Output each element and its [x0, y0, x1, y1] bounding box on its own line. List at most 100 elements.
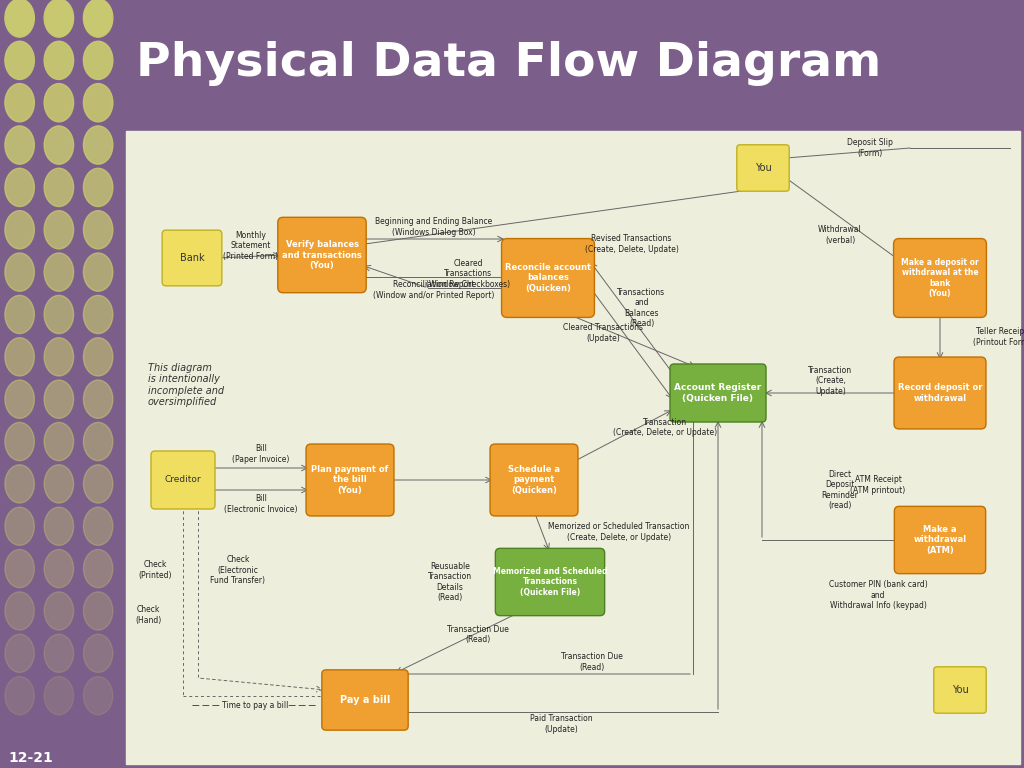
Ellipse shape — [83, 168, 113, 207]
Ellipse shape — [5, 422, 35, 461]
Bar — [0, 0, 118, 768]
Ellipse shape — [5, 465, 35, 503]
FancyBboxPatch shape — [162, 230, 222, 286]
Ellipse shape — [83, 84, 113, 122]
FancyBboxPatch shape — [894, 506, 986, 574]
Bar — [118, 0, 1024, 127]
Ellipse shape — [44, 422, 74, 461]
Ellipse shape — [83, 41, 113, 80]
Ellipse shape — [44, 210, 74, 249]
Bar — [126, 131, 1020, 764]
FancyBboxPatch shape — [151, 451, 215, 509]
Ellipse shape — [83, 380, 113, 419]
Ellipse shape — [44, 296, 74, 333]
Text: Cleared
Transactions
(Window Checkboxes): Cleared Transactions (Window Checkboxes) — [426, 259, 510, 289]
Ellipse shape — [44, 549, 74, 588]
Ellipse shape — [83, 507, 113, 545]
Ellipse shape — [44, 507, 74, 545]
FancyBboxPatch shape — [322, 670, 409, 730]
Ellipse shape — [83, 0, 113, 37]
Text: Bill
(Electronic Invoice): Bill (Electronic Invoice) — [224, 495, 298, 514]
Ellipse shape — [83, 465, 113, 503]
Ellipse shape — [44, 677, 74, 715]
Ellipse shape — [44, 465, 74, 503]
Ellipse shape — [83, 592, 113, 630]
FancyBboxPatch shape — [894, 239, 986, 317]
Ellipse shape — [44, 0, 74, 37]
Text: This diagram
is intentionally
incomplete and
oversimplified: This diagram is intentionally incomplete… — [148, 362, 224, 407]
Text: Account Register
(Quicken File): Account Register (Quicken File) — [675, 383, 762, 402]
Text: Teller Receipt
(Printout Form): Teller Receipt (Printout Form) — [973, 327, 1024, 346]
Text: Reconcile account
balances
(Quicken): Reconcile account balances (Quicken) — [505, 263, 591, 293]
Ellipse shape — [5, 84, 35, 122]
Ellipse shape — [5, 126, 35, 164]
Text: Paid Transaction
(Update): Paid Transaction (Update) — [529, 714, 592, 733]
Ellipse shape — [44, 338, 74, 376]
Ellipse shape — [44, 380, 74, 419]
Text: Memorized or Scheduled Transaction
(Create, Delete, or Update): Memorized or Scheduled Transaction (Crea… — [548, 522, 690, 541]
Ellipse shape — [83, 677, 113, 715]
Text: Bank: Bank — [179, 253, 205, 263]
Ellipse shape — [83, 296, 113, 333]
Text: Check
(Hand): Check (Hand) — [135, 605, 161, 624]
Text: Reconciliation Report
(Window and/or Printed Report): Reconciliation Report (Window and/or Pri… — [374, 280, 495, 300]
Text: Record deposit or
withdrawal: Record deposit or withdrawal — [898, 383, 982, 402]
Text: Check
(Printed): Check (Printed) — [138, 561, 172, 580]
FancyBboxPatch shape — [490, 444, 578, 516]
FancyBboxPatch shape — [278, 217, 367, 293]
Text: Schedule a
payment
(Quicken): Schedule a payment (Quicken) — [508, 465, 560, 495]
Text: Make a deposit or
withdrawal at the
bank
(You): Make a deposit or withdrawal at the bank… — [901, 258, 979, 297]
Ellipse shape — [44, 84, 74, 122]
Text: Make a
withdrawal
(ATM): Make a withdrawal (ATM) — [913, 525, 967, 554]
FancyBboxPatch shape — [670, 364, 766, 422]
Text: Direct
Deposit
Reminder
(read): Direct Deposit Reminder (read) — [821, 470, 858, 510]
Text: Verify balances
and transactions
(You): Verify balances and transactions (You) — [283, 240, 361, 270]
Text: Monthly
Statement
(Printed Form): Monthly Statement (Printed Form) — [223, 231, 279, 261]
Text: You: You — [951, 685, 969, 695]
Text: Memorized and Scheduled
Transactions
(Quicken File): Memorized and Scheduled Transactions (Qu… — [493, 568, 607, 597]
FancyBboxPatch shape — [496, 548, 604, 616]
Ellipse shape — [5, 507, 35, 545]
FancyBboxPatch shape — [934, 667, 986, 713]
Text: Transaction
(Create, Delete, or Update): Transaction (Create, Delete, or Update) — [613, 418, 718, 437]
Ellipse shape — [44, 253, 74, 291]
Ellipse shape — [5, 338, 35, 376]
Ellipse shape — [5, 41, 35, 80]
Ellipse shape — [5, 210, 35, 249]
FancyBboxPatch shape — [737, 145, 790, 191]
Ellipse shape — [83, 634, 113, 673]
Ellipse shape — [83, 338, 113, 376]
Ellipse shape — [44, 634, 74, 673]
Text: Beginning and Ending Balance
(Windows Dialog Box): Beginning and Ending Balance (Windows Di… — [376, 217, 493, 237]
Ellipse shape — [5, 253, 35, 291]
FancyBboxPatch shape — [894, 357, 986, 429]
Ellipse shape — [5, 380, 35, 419]
Ellipse shape — [5, 296, 35, 333]
Ellipse shape — [44, 41, 74, 80]
Text: Reusuable
Transaction
Details
(Read): Reusuable Transaction Details (Read) — [428, 562, 472, 602]
Text: Cleared Transactions
(Update): Cleared Transactions (Update) — [563, 323, 643, 343]
Ellipse shape — [83, 126, 113, 164]
Ellipse shape — [5, 634, 35, 673]
FancyBboxPatch shape — [306, 444, 394, 516]
Text: Transaction Due
(Read): Transaction Due (Read) — [560, 652, 623, 672]
Text: Bill
(Paper Invoice): Bill (Paper Invoice) — [232, 445, 290, 464]
Ellipse shape — [44, 126, 74, 164]
Text: 12-21: 12-21 — [8, 751, 53, 765]
Text: Customer PIN (bank card)
and
Withdrawal Info (keypad): Customer PIN (bank card) and Withdrawal … — [828, 580, 928, 610]
Text: Physical Data Flow Diagram: Physical Data Flow Diagram — [136, 41, 881, 86]
Text: Pay a bill: Pay a bill — [340, 695, 390, 705]
Text: Check
(Electronic
Fund Transfer): Check (Electronic Fund Transfer) — [211, 555, 265, 585]
FancyBboxPatch shape — [502, 239, 595, 317]
Ellipse shape — [44, 592, 74, 630]
Text: You: You — [755, 163, 771, 173]
Ellipse shape — [5, 549, 35, 588]
Ellipse shape — [5, 592, 35, 630]
Text: — — — Time to pay a bill— — —: — — — Time to pay a bill— — — — [193, 701, 316, 710]
Text: Creditor: Creditor — [165, 475, 202, 485]
Ellipse shape — [83, 210, 113, 249]
Ellipse shape — [44, 168, 74, 207]
Ellipse shape — [83, 549, 113, 588]
Text: Withdrawal
(verbal): Withdrawal (verbal) — [818, 225, 862, 245]
Ellipse shape — [5, 0, 35, 37]
